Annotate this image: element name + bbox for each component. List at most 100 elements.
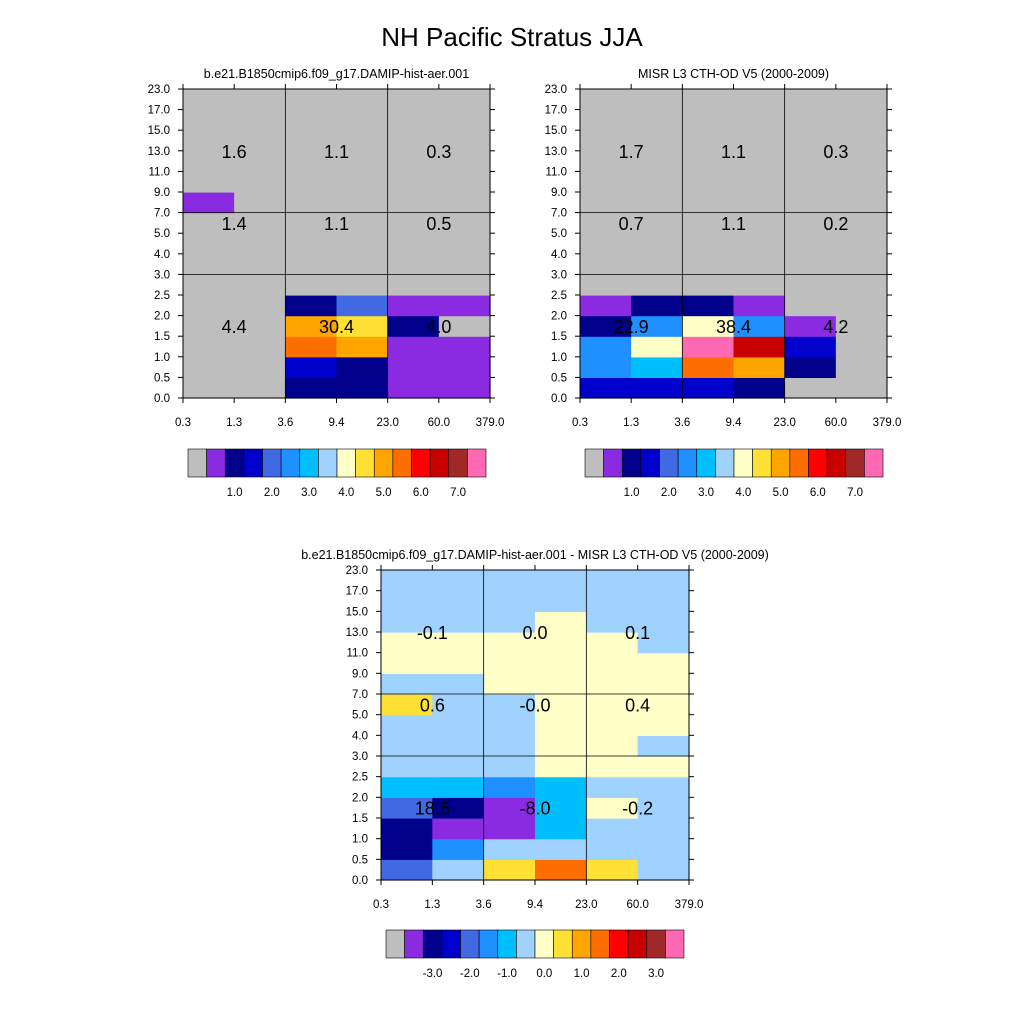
heatmap-cell <box>784 274 837 296</box>
heatmap-cell <box>183 109 235 131</box>
heatmap-cell <box>637 818 690 840</box>
heatmap-cell <box>483 570 536 592</box>
heatmap-cell <box>432 570 485 592</box>
heatmap-cell <box>336 150 389 172</box>
heatmap-cell <box>784 192 837 214</box>
region-value-label: 0.7 <box>619 214 644 234</box>
y-tick-label: 23.0 <box>346 565 368 577</box>
heatmap-cell <box>637 756 690 778</box>
heatmap-cell <box>285 295 338 317</box>
colorbar-swatch <box>621 448 642 478</box>
region-value-label: 0.3 <box>823 142 848 162</box>
heatmap-cell <box>381 673 433 695</box>
heatmap-cell <box>438 377 491 399</box>
heatmap-cell <box>438 295 491 317</box>
heatmap-cell <box>631 192 683 214</box>
colorbar-swatch <box>733 448 753 478</box>
colorbar-label: -1.0 <box>497 968 517 980</box>
panel-title: b.e21.B1850cmip6.f09_g17.DAMIP-hist-aer.… <box>204 67 469 81</box>
heatmap-cell <box>234 89 286 111</box>
heatmap-cell <box>631 274 683 296</box>
colorbar-label: 2.0 <box>611 968 627 980</box>
region-value-label: -0.0 <box>519 695 550 715</box>
heatmap-cell <box>183 377 235 399</box>
y-tick-label: 3.0 <box>352 751 368 763</box>
heatmap-cell <box>580 233 632 255</box>
heatmap-cell <box>580 356 632 378</box>
region-value-label: 22.9 <box>614 317 649 337</box>
heatmap-cell <box>336 130 389 152</box>
heatmap-cell <box>631 233 683 255</box>
x-tick-label: 0.3 <box>175 417 191 429</box>
heatmap-cell <box>285 377 338 399</box>
colorbar-swatch <box>646 929 666 959</box>
heatmap-cell <box>432 818 485 840</box>
colorbar-swatch <box>422 929 443 959</box>
colorbar-swatch <box>299 448 319 478</box>
y-tick-label: 5.0 <box>154 228 170 240</box>
heatmap-cell <box>432 838 485 860</box>
heatmap-cell <box>733 315 786 337</box>
heatmap-cell <box>580 130 632 152</box>
x-tick-label: 3.6 <box>476 899 492 911</box>
colorbar-swatch <box>243 448 263 478</box>
heatmap-cell <box>234 356 286 378</box>
region-value-label: 0.6 <box>420 695 445 715</box>
heatmap-cell <box>637 590 690 612</box>
heatmap-cell <box>580 336 632 358</box>
heatmap-cell <box>183 253 235 275</box>
heatmap-cell <box>285 315 338 337</box>
heatmap-cell <box>183 171 235 193</box>
heatmap-cell <box>835 130 888 152</box>
y-tick-label: 1.5 <box>551 331 567 343</box>
x-tick-label: 0.3 <box>572 417 588 429</box>
heatmap-cell <box>432 714 485 736</box>
colorbar-label: 6.0 <box>810 487 826 499</box>
y-tick-label: 4.0 <box>551 249 567 261</box>
y-tick-label: 2.0 <box>154 311 170 323</box>
heatmap-cell <box>586 714 639 736</box>
region-value-label: 0.0 <box>522 623 547 643</box>
colorbar-swatch <box>845 448 865 478</box>
heatmap-cell <box>586 590 639 612</box>
heatmap-cell <box>733 150 786 172</box>
colorbar-swatch <box>497 929 517 959</box>
heatmap-cell <box>535 652 587 674</box>
heatmap-cell <box>432 756 485 778</box>
heatmap-cell <box>438 212 491 234</box>
heatmap-cell <box>682 356 735 378</box>
heatmap-cell <box>432 652 485 674</box>
heatmap-cell <box>733 109 786 131</box>
heatmap-cell <box>438 356 491 378</box>
heatmap-cell <box>835 356 888 378</box>
heatmap-cell <box>586 859 639 881</box>
heatmap-cell <box>285 109 338 131</box>
heatmap-cell <box>580 295 632 317</box>
heatmap-cell <box>733 253 786 275</box>
heatmap-cell <box>835 315 888 337</box>
x-tick-label: 1.3 <box>226 417 242 429</box>
heatmap-cell <box>682 377 735 399</box>
heatmap-cell <box>586 570 639 592</box>
heatmap-cell <box>631 212 683 234</box>
heatmap-cell <box>387 192 440 214</box>
heatmap-cell <box>682 89 735 111</box>
heatmap-cell <box>432 611 485 633</box>
heatmap-cell <box>183 150 235 172</box>
heatmap-cell <box>483 611 536 633</box>
colorbar-swatch <box>460 929 480 959</box>
region-value-label: 30.4 <box>319 317 354 337</box>
colorbar-label: 3.0 <box>698 487 714 499</box>
y-tick-label: 2.5 <box>352 772 368 784</box>
heatmap-cell <box>387 315 440 337</box>
heatmap-cell <box>637 673 690 695</box>
region-value-label: 1.4 <box>222 214 247 234</box>
y-tick-label: 11.0 <box>346 648 368 660</box>
heatmap-cell <box>387 89 440 111</box>
colorbar-swatch <box>467 448 487 478</box>
heatmap-cell <box>381 818 433 840</box>
colorbar-swatch <box>677 448 698 478</box>
y-tick-label: 2.0 <box>551 311 567 323</box>
colorbar-swatch <box>665 929 685 959</box>
